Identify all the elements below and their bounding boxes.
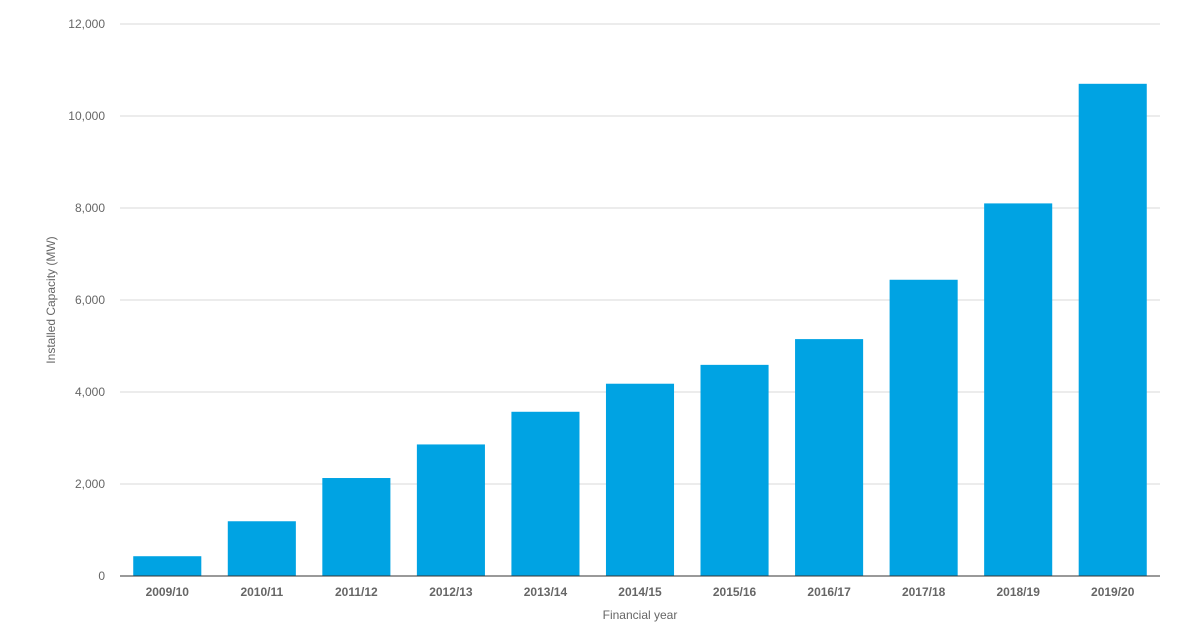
x-tick-label: 2013/14 xyxy=(524,585,568,599)
x-tick-label: 2014/15 xyxy=(618,585,662,599)
x-tick-label: 2019/20 xyxy=(1091,585,1135,599)
bar-2017-18 xyxy=(889,279,958,576)
y-axis-title: Installed Capacity (MW) xyxy=(44,236,58,363)
bar-2015-16 xyxy=(700,364,769,576)
bar-2018-19 xyxy=(984,203,1053,576)
bars xyxy=(133,83,1147,577)
x-axis-title: Financial year xyxy=(603,608,678,622)
bar-2013-14 xyxy=(511,411,580,576)
y-tick-label: 2,000 xyxy=(75,477,105,491)
bar-2010-11 xyxy=(227,521,296,576)
y-tick-label: 10,000 xyxy=(68,109,105,123)
x-tick-label: 2012/13 xyxy=(429,585,473,599)
bar-2016-17 xyxy=(795,339,864,576)
x-tick-label: 2015/16 xyxy=(713,585,757,599)
x-tick-label: 2009/10 xyxy=(146,585,190,599)
y-tick-label: 4,000 xyxy=(75,385,105,399)
bar-2019-20 xyxy=(1078,83,1147,577)
x-tick-label: 2011/12 xyxy=(335,585,378,599)
y-tick-label: 0 xyxy=(98,569,105,583)
y-tick-label: 8,000 xyxy=(75,201,105,215)
y-tick-label: 12,000 xyxy=(68,17,105,31)
bar-2012-13 xyxy=(416,444,485,576)
x-tick-label: 2018/19 xyxy=(996,585,1040,599)
bar-2014-15 xyxy=(605,383,675,576)
y-axis-ticks: 0 2,000 4,000 6,000 8,000 10,000 12,000 xyxy=(68,17,105,583)
x-tick-label: 2016/17 xyxy=(807,585,851,599)
x-axis-ticks: 2009/10 2010/11 2011/12 2012/13 2013/14 2014/… xyxy=(146,585,1135,599)
x-tick-label: 2010/11 xyxy=(240,585,283,599)
y-tick-label: 6,000 xyxy=(75,293,105,307)
bar-2009-10 xyxy=(133,556,202,576)
x-tick-label: 2017/18 xyxy=(902,585,946,599)
bar-2011-12 xyxy=(322,478,391,576)
